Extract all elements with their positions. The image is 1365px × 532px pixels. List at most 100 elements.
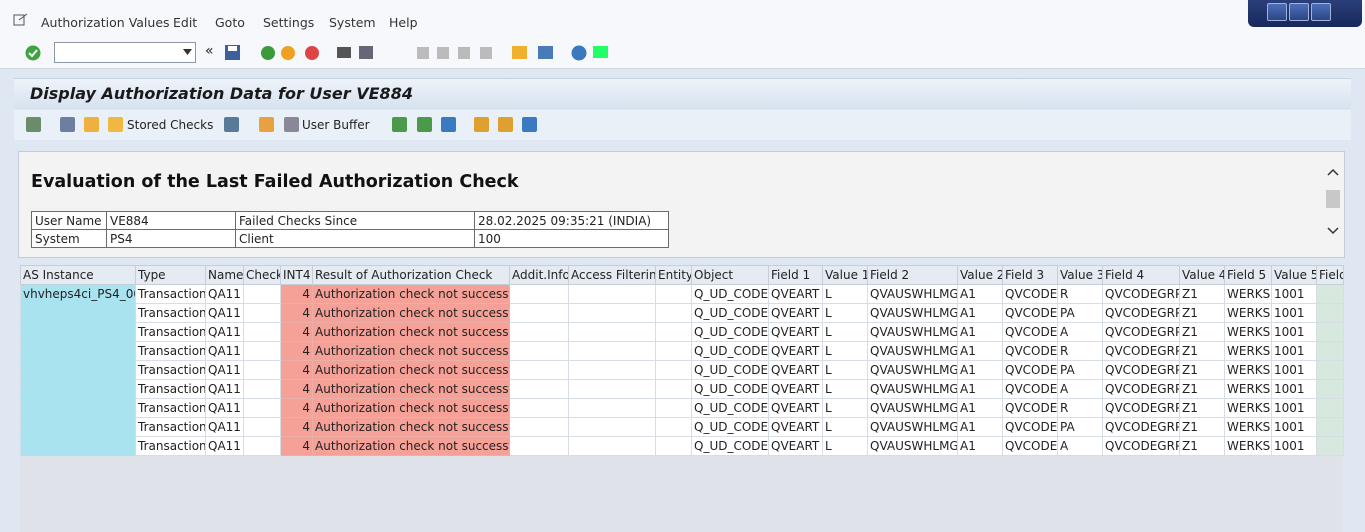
column-header[interactable]: Type: [135, 265, 206, 285]
grid-cell: [655, 303, 692, 323]
grid-cell: Transaction: [135, 417, 206, 437]
maximize-button[interactable]: [1289, 3, 1309, 21]
column-header[interactable]: INT4: [280, 265, 313, 285]
grid-cell: QVAUSWHLMG: [867, 417, 958, 437]
grid-cell: [655, 379, 692, 399]
grid-cell: QA11: [205, 360, 244, 380]
grid-row[interactable]: Transaction QA11 4 Authorization check not …: [20, 341, 1344, 361]
command-field[interactable]: [54, 42, 196, 63]
column-header[interactable]: Field 4: [1102, 265, 1180, 285]
menu-icon[interactable]: [13, 13, 29, 27]
grid-cell: QA11: [205, 284, 244, 304]
grid-cell: QVCODEGRP: [1102, 379, 1180, 399]
column-header[interactable]: Value 1: [822, 265, 868, 285]
grid-cell: A1: [957, 322, 1003, 342]
icon[interactable]: [498, 117, 513, 132]
column-header[interactable]: Check: [243, 265, 281, 285]
grid-cell: Transaction: [135, 284, 206, 304]
grid-cell: [655, 360, 692, 380]
application-toolbar: Stored Checks User Buffer: [14, 110, 1351, 140]
grid-cell: A1: [957, 379, 1003, 399]
grid-row[interactable]: vhvheps4ci_PS4_00 Transaction QA11 4 Authori…: [20, 284, 1344, 304]
icon[interactable]: [392, 117, 407, 132]
grid-cell: Transaction: [135, 436, 206, 456]
menu-item[interactable]: Settings: [263, 15, 315, 30]
grid-cell: [1316, 436, 1344, 456]
column-header[interactable]: Field 1: [768, 265, 823, 285]
column-header[interactable]: Value 5: [1271, 265, 1317, 285]
column-header[interactable]: Result of Authorization Check: [312, 265, 510, 285]
icon[interactable]: [224, 117, 239, 132]
column-header[interactable]: AS Instance: [20, 265, 136, 285]
grid-row[interactable]: Transaction QA11 4 Authorization check not …: [20, 322, 1344, 342]
column-header[interactable]: Access Filtering: [568, 265, 656, 285]
icon[interactable]: [474, 117, 489, 132]
menu-item[interactable]: Authorization Values: [41, 15, 170, 30]
icon[interactable]: [522, 117, 537, 132]
menu-item[interactable]: Edit: [173, 15, 198, 30]
icon[interactable]: [84, 117, 99, 132]
toolbar-icons[interactable]: [225, 44, 515, 62]
stored-checks-button[interactable]: Stored Checks: [127, 118, 214, 132]
icon[interactable]: [441, 117, 456, 132]
grid-cell: 1001: [1271, 436, 1317, 456]
grid-row[interactable]: Transaction QA11 4 Authorization check not …: [20, 303, 1344, 323]
close-button[interactable]: [1311, 3, 1331, 21]
grid-cell: A1: [957, 417, 1003, 437]
grid-cell: [243, 417, 281, 437]
menu-item[interactable]: System: [329, 15, 376, 30]
icon[interactable]: [108, 117, 123, 132]
column-header[interactable]: Addit.Info: [509, 265, 569, 285]
column-header[interactable]: Entity: [655, 265, 692, 285]
enter-button[interactable]: [24, 44, 42, 62]
grid-cell: QVAUSWHLMG: [867, 398, 958, 418]
column-header[interactable]: Field 2: [867, 265, 958, 285]
grid-row[interactable]: Transaction QA11 4 Authorization check not …: [20, 436, 1344, 456]
grid-cell: vhvheps4ci_PS4_00: [20, 284, 136, 304]
icon[interactable]: [259, 117, 274, 132]
grid-cell: [568, 398, 656, 418]
grid-cell: [243, 322, 281, 342]
icon[interactable]: [26, 117, 41, 132]
grid-cell: [20, 360, 136, 380]
column-header[interactable]: Field: [1316, 265, 1344, 285]
grid-cell: Transaction: [135, 379, 206, 399]
column-header[interactable]: Value 4: [1179, 265, 1225, 285]
grid-cell: A1: [957, 303, 1003, 323]
toolbar-icons-2[interactable]: [512, 44, 622, 62]
column-header[interactable]: Name: [205, 265, 244, 285]
grid-cell: QVEART: [768, 436, 823, 456]
grid-cell: Authorization check not successful: [312, 322, 510, 342]
grid-row[interactable]: Transaction QA11 4 Authorization check not …: [20, 417, 1344, 437]
column-header[interactable]: Field 3: [1002, 265, 1058, 285]
grid-cell: QVCODEGRP: [1102, 436, 1180, 456]
icon[interactable]: [284, 117, 299, 132]
grid-cell: [20, 379, 136, 399]
grid-row[interactable]: Transaction QA11 4 Authorization check not …: [20, 360, 1344, 380]
icon[interactable]: [60, 117, 75, 132]
grid-cell: Authorization check not successful: [312, 303, 510, 323]
menu-item[interactable]: Help: [389, 15, 418, 30]
scrollbar[interactable]: [1324, 160, 1342, 246]
grid-cell: [655, 436, 692, 456]
icon[interactable]: [417, 117, 432, 132]
user-buffer-button[interactable]: User Buffer: [302, 118, 370, 132]
column-header[interactable]: Value 3: [1057, 265, 1103, 285]
grid-cell: 4: [280, 284, 313, 304]
grid-cell: PA: [1057, 360, 1103, 380]
grid-cell: QVCODE: [1002, 417, 1058, 437]
collapse-button[interactable]: «: [205, 43, 214, 59]
grid-cell: QA11: [205, 379, 244, 399]
column-header[interactable]: Object: [691, 265, 769, 285]
minimize-button[interactable]: [1267, 3, 1287, 21]
grid-cell: QA11: [205, 322, 244, 342]
grid-cell: A1: [957, 284, 1003, 304]
menu-item[interactable]: Goto: [215, 15, 245, 30]
column-header[interactable]: Field 5: [1224, 265, 1272, 285]
grid-cell: Q_UD_CODE: [691, 341, 769, 361]
column-header[interactable]: Value 2: [957, 265, 1003, 285]
info-cell: PS4: [106, 229, 236, 248]
grid-row[interactable]: Transaction QA11 4 Authorization check not …: [20, 398, 1344, 418]
grid-cell: A1: [957, 360, 1003, 380]
grid-row[interactable]: Transaction QA11 4 Authorization check not …: [20, 379, 1344, 399]
